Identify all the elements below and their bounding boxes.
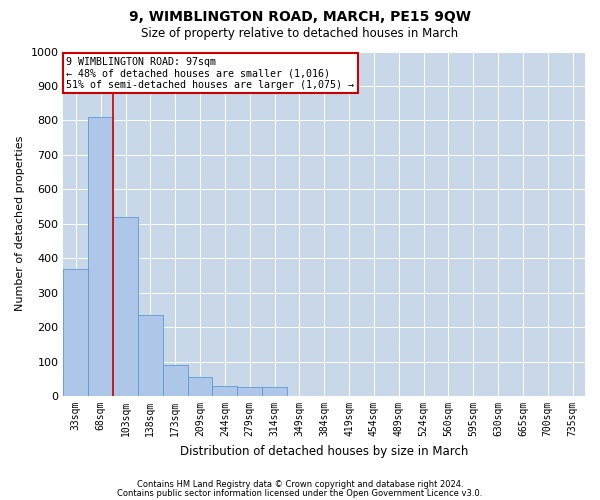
Bar: [113, 217, 138, 396]
Bar: [262, 388, 287, 396]
Text: Size of property relative to detached houses in March: Size of property relative to detached ho…: [142, 28, 458, 40]
Bar: [64, 268, 88, 396]
Bar: [212, 386, 237, 396]
Text: 9 WIMBLINGTON ROAD: 97sqm
← 48% of detached houses are smaller (1,016)
51% of se: 9 WIMBLINGTON ROAD: 97sqm ← 48% of detac…: [66, 56, 354, 90]
Text: 9, WIMBLINGTON ROAD, MARCH, PE15 9QW: 9, WIMBLINGTON ROAD, MARCH, PE15 9QW: [129, 10, 471, 24]
Bar: [163, 365, 188, 396]
Bar: [138, 315, 163, 396]
Bar: [188, 377, 212, 396]
Text: Contains HM Land Registry data © Crown copyright and database right 2024.: Contains HM Land Registry data © Crown c…: [137, 480, 463, 489]
Bar: [237, 388, 262, 396]
Bar: [88, 117, 113, 396]
Y-axis label: Number of detached properties: Number of detached properties: [15, 136, 25, 312]
X-axis label: Distribution of detached houses by size in March: Distribution of detached houses by size …: [180, 444, 469, 458]
Text: Contains public sector information licensed under the Open Government Licence v3: Contains public sector information licen…: [118, 488, 482, 498]
